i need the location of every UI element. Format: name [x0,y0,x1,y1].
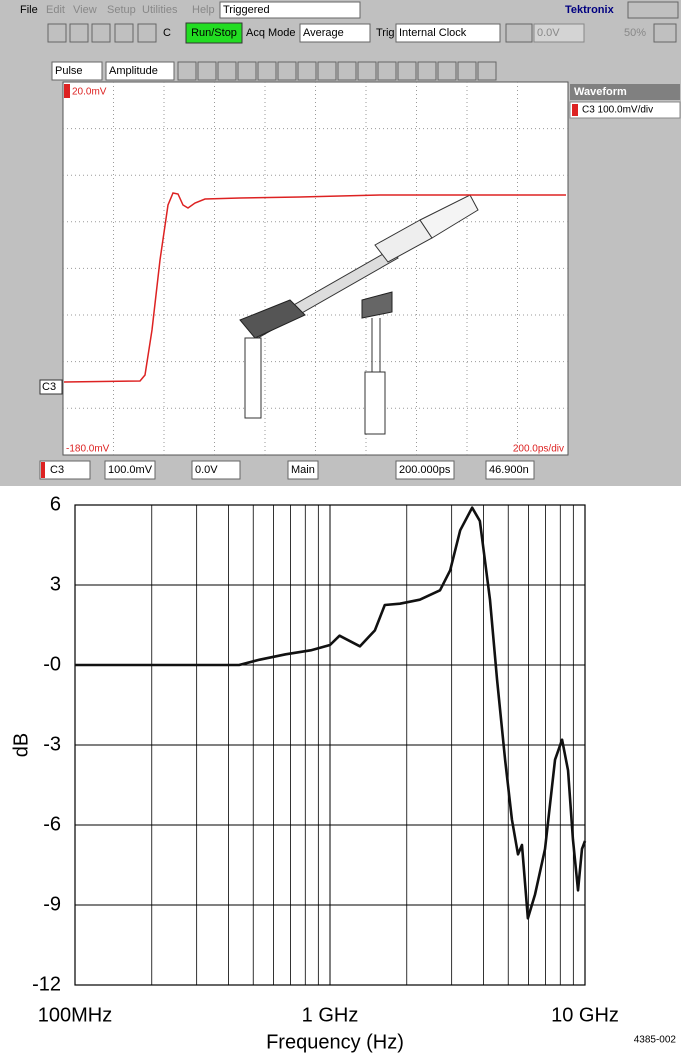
level-field[interactable] [533,23,585,43]
scale[interactable]: 100.0mV [108,464,153,476]
panel-header: Waveform [574,86,627,98]
bottom-scale-label: -180.0mV [66,444,110,455]
status: Triggered [223,4,270,16]
top-scale-label: 20.0mV [72,87,107,98]
measure-icon[interactable] [477,61,497,81]
channel-select[interactable] [39,460,91,480]
param-select[interactable] [105,61,175,81]
measure-icon[interactable] [457,61,477,81]
x-tick-label: 100MHz [38,1004,112,1026]
ref-marker [64,84,70,98]
acq-value[interactable]: Average [303,27,344,39]
trig-value[interactable]: Internal Clock [399,27,467,39]
trig-label: Trig [376,27,395,39]
response-line [75,506,587,920]
channel-button[interactable]: C [163,27,171,39]
measure-icon[interactable] [277,61,297,81]
scale-field[interactable] [104,460,156,480]
toolbar-2: Pulse Amplitude [51,61,497,81]
menu-item[interactable]: Help [192,4,215,16]
window-controls[interactable] [627,1,679,19]
x-axis-label: Frequency (Hz) [266,1031,404,1053]
y-tick-label: -12 [32,973,61,995]
menu-item[interactable]: Setup [107,4,136,16]
run-label[interactable]: Run/Stop [191,27,237,39]
position-field[interactable] [485,460,535,480]
y-tick-label: -9 [43,893,61,915]
view[interactable]: Main [291,464,315,476]
y-tick-label: 6 [50,493,61,515]
panel-header-bg [570,84,680,100]
view-field[interactable] [287,460,319,480]
channel-marker: C3 [42,381,56,393]
time-field[interactable] [395,460,455,480]
menu-item[interactable]: Edit [46,4,65,16]
measure-icon[interactable] [237,61,257,81]
tool-button[interactable] [47,23,67,43]
tool-button[interactable] [69,23,89,43]
level: 0.0V [537,27,560,39]
tool-button[interactable] [137,23,157,43]
measure-icon[interactable] [397,61,417,81]
measure-icon[interactable] [197,61,217,81]
measure-icon[interactable] [357,61,377,81]
acq-label: Acq Mode [246,27,296,39]
panel-entry[interactable]: C3 100.0mV/div [582,105,653,116]
offset[interactable]: 0.0V [195,464,218,476]
y-tick-label: -6 [43,813,61,835]
bottom-bar: C3 100.0mV 0.0V Main 200.000ps 46.900n [39,460,535,480]
measure-icon[interactable] [417,61,437,81]
frequency-chart: dB Frequency (Hz) 4385-002 100MHz 1 GHz 10… [10,493,676,1053]
channel[interactable]: C3 [50,464,64,476]
channel-marker-box [39,379,63,395]
measure-icon[interactable] [177,61,197,81]
measure[interactable]: Pulse [55,65,83,77]
toolbar: C Run/Stop Acq Mode Average Trig Interna… [47,22,677,44]
measure-icon[interactable] [377,61,397,81]
measure-icon[interactable] [257,61,277,81]
measure-icon[interactable] [437,61,457,81]
panel-entry-bg[interactable] [569,101,681,119]
percent[interactable]: 50% [624,27,646,39]
y-tick-label: -0 [43,653,61,675]
param[interactable]: Amplitude [109,65,158,77]
run-button[interactable] [185,22,243,44]
y-axis-label: dB [10,733,32,757]
help-button[interactable] [653,23,677,43]
timebase-label: 200.0ps/div [513,444,564,455]
trig-select[interactable] [395,23,501,43]
acq-select[interactable] [299,23,371,43]
x-tick-label: 10 GHz [551,1004,619,1026]
y-tick-label: -3 [43,733,61,755]
measure-select[interactable] [51,61,103,81]
brand: Tektronix [565,4,615,16]
time[interactable]: 200.000ps [399,464,451,476]
measure-icon[interactable] [297,61,317,81]
probe-illustration [239,194,479,435]
tool-button[interactable] [91,23,111,43]
menu-bar: File Edit View Setup Utilities Help Trig… [20,1,679,19]
waveform-trace [63,192,566,383]
menu-item[interactable]: View [73,4,97,16]
menu-item[interactable]: Utilities [142,4,178,16]
side-panel: Waveform C3 100.0mV/div [569,84,681,119]
slope-button[interactable] [505,23,533,43]
measure-icon[interactable] [337,61,357,81]
measure-icons [177,61,497,81]
measure-icon[interactable] [217,61,237,81]
tool-button[interactable] [114,23,134,43]
status-box [219,1,361,19]
y-tick-label: 3 [50,573,61,595]
graticule-grid [63,82,568,455]
figure-id: 4385-002 [634,1035,677,1046]
channel-color [572,104,578,116]
menu-item[interactable]: File [20,4,38,16]
position[interactable]: 46.900n [489,464,529,476]
measure-icon[interactable] [317,61,337,81]
offset-field[interactable] [191,460,241,480]
x-tick-label: 1 GHz [302,1004,359,1026]
